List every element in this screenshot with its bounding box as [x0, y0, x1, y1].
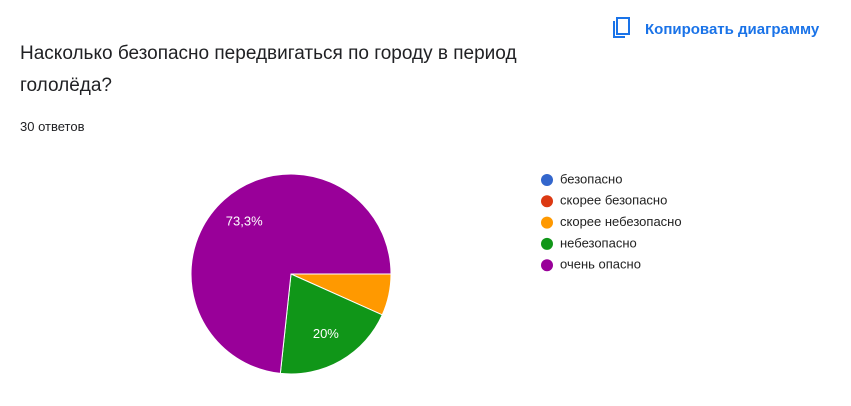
copy-chart-label[interactable]: Копировать диаграмму	[645, 20, 820, 38]
legend-label: безопасно	[560, 171, 622, 186]
legend-marker	[541, 216, 553, 229]
legend-label: скорее безопасно	[560, 193, 667, 208]
legend-label: очень опасно	[560, 257, 641, 272]
slice-label: 20%	[313, 326, 339, 341]
legend-label: скорее небезопасно	[560, 214, 682, 229]
slice-label: 73,3%	[226, 213, 263, 228]
legend-label: небезопасно	[560, 235, 637, 250]
legend-marker	[541, 259, 553, 272]
response-count: 30 ответов	[20, 119, 85, 134]
legend-marker	[541, 195, 553, 208]
legend-marker	[541, 174, 553, 186]
chart-title: Насколько безопасно передвигаться по гор…	[20, 43, 517, 96]
pie-slice	[279, 273, 383, 375]
legend-marker	[541, 237, 553, 250]
copy-chart-button[interactable]: Копировать диаграмму	[610, 14, 819, 44]
pie-slice	[190, 173, 392, 374]
copy-icon	[613, 17, 630, 38]
